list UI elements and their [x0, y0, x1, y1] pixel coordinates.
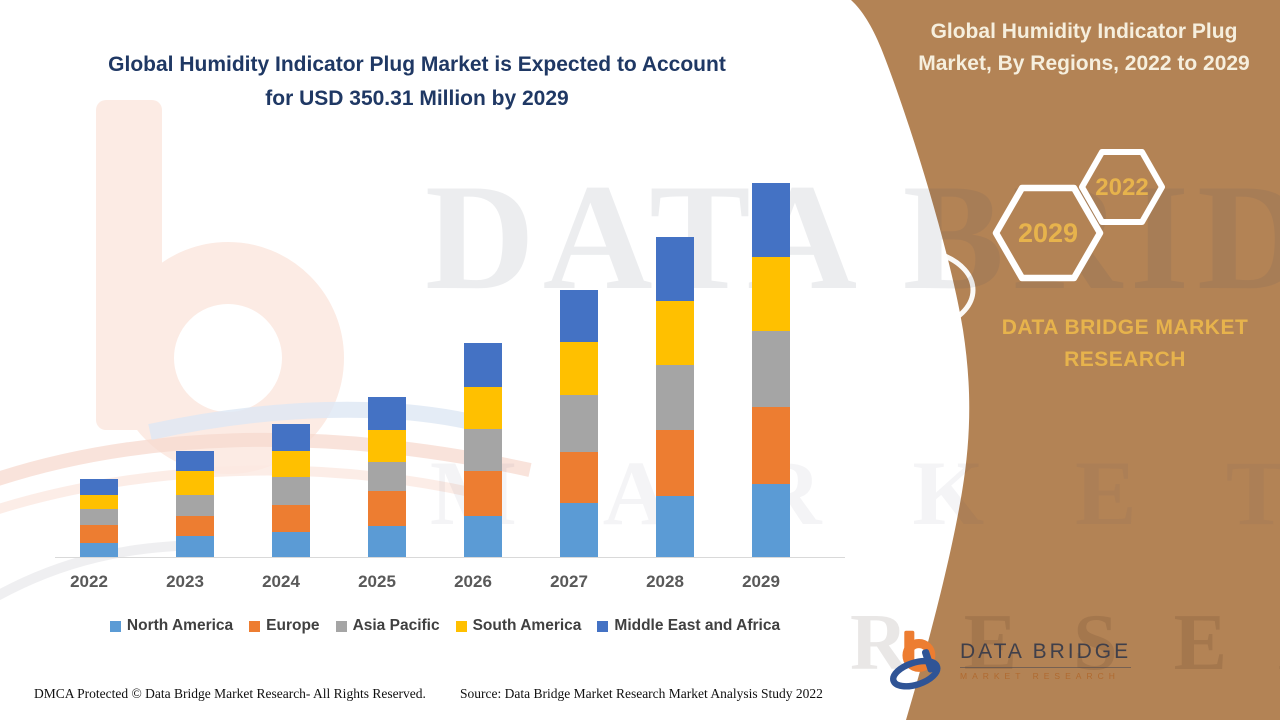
- bar-segment-2025-middle-east-and-africa: [368, 397, 406, 430]
- bar-segment-2028-middle-east-and-africa: [656, 237, 694, 301]
- bar-segment-2023-middle-east-and-africa: [176, 451, 214, 471]
- bar-segment-2029-europe: [752, 407, 790, 484]
- chart-title-line1: Global Humidity Indicator Plug Market is…: [108, 53, 726, 76]
- bar-segment-2029-south-america: [752, 257, 790, 331]
- bar-segment-2028-north-america: [656, 496, 694, 557]
- bar-segment-2025-europe: [368, 491, 406, 526]
- bar-segment-2022-middle-east-and-africa: [80, 479, 118, 495]
- stacked-bar-chart-plot-area: [55, 170, 845, 558]
- bar-2028: [656, 237, 694, 557]
- bar-segment-2028-asia-pacific: [656, 365, 694, 430]
- x-axis-line: [55, 557, 845, 558]
- bar-segment-2027-middle-east-and-africa: [560, 290, 598, 342]
- x-axis-label-2028: 2028: [646, 572, 684, 591]
- bar-2026: [464, 343, 502, 557]
- legend-swatch-asia-pacific: [335, 620, 347, 632]
- legend-label-south-america: South America: [472, 617, 582, 634]
- legend-swatch-middle-east-and-africa: [597, 620, 609, 632]
- x-axis-label-2026: 2026: [454, 572, 492, 591]
- bar-segment-2022-north-america: [80, 543, 118, 557]
- x-axis-label-2029: 2029: [742, 572, 780, 591]
- footer-dmca-text: DMCA Protected © Data Bridge Market Rese…: [34, 686, 426, 701]
- data-bridge-logo: DATA BRIDGE MARKET RESEARCH: [886, 628, 1132, 692]
- panel-edge-arc-decoration: [939, 251, 976, 329]
- bar-segment-2029-asia-pacific: [752, 331, 790, 407]
- bar-segment-2025-south-america: [368, 430, 406, 462]
- bar-2029: [752, 183, 790, 557]
- legend-item-north-america: North America: [109, 617, 234, 635]
- legend-swatch-north-america: [109, 620, 121, 632]
- bar-segment-2026-south-america: [464, 387, 502, 430]
- legend-swatch-south-america: [455, 620, 467, 632]
- hexagon-2022: 2022: [1079, 149, 1165, 225]
- logo-subtitle: MARKET RESEARCH: [960, 670, 1120, 681]
- bar-segment-2025-asia-pacific: [368, 462, 406, 491]
- legend-label-middle-east-and-africa: Middle East and Africa: [614, 617, 781, 634]
- bar-segment-2023-south-america: [176, 471, 214, 495]
- bar-segment-2027-north-america: [560, 503, 598, 557]
- bar-2025: [368, 397, 406, 557]
- chart-title: Global Humidity Indicator Plug Market is…: [65, 48, 769, 116]
- data-bridge-logo-icon: [890, 630, 941, 690]
- bar-segment-2024-south-america: [272, 450, 310, 477]
- legend-item-asia-pacific: Asia Pacific: [335, 617, 440, 635]
- logo-text-block: DATA BRIDGE MARKET RESEARCH: [960, 640, 1132, 681]
- bar-segment-2024-middle-east-and-africa: [272, 423, 310, 451]
- hexagon-2022-label: 2022: [1095, 174, 1148, 201]
- bar-segment-2022-asia-pacific: [80, 509, 118, 525]
- bar-segment-2027-south-america: [560, 342, 598, 395]
- x-axis-label-2024: 2024: [262, 572, 300, 591]
- bar-segment-2026-asia-pacific: [464, 429, 502, 472]
- legend-label-north-america: North America: [126, 617, 234, 634]
- bar-segment-2023-europe: [176, 516, 214, 536]
- bar-segment-2024-europe: [272, 505, 310, 532]
- legend-swatch-europe: [249, 620, 261, 632]
- bar-segment-2029-north-america: [752, 484, 790, 557]
- footer-source-text: Source: Data Bridge Market Research Mark…: [460, 686, 823, 701]
- bar-segment-2027-europe: [560, 452, 598, 503]
- x-axis-label-2023: 2023: [166, 572, 204, 591]
- bar-segment-2027-asia-pacific: [560, 395, 598, 452]
- bar-segment-2028-europe: [656, 430, 694, 496]
- bar-segment-2026-north-america: [464, 516, 502, 557]
- bar-2023: [176, 451, 214, 557]
- x-axis-label-2025: 2025: [358, 572, 396, 591]
- bar-segment-2022-south-america: [80, 495, 118, 509]
- bar-2024: [272, 423, 310, 557]
- x-axis-label-2022: 2022: [70, 572, 108, 591]
- legend-label-asia-pacific: Asia Pacific: [352, 617, 440, 634]
- bar-2022: [80, 479, 118, 557]
- legend-label-europe: Europe: [266, 617, 320, 634]
- bar-segment-2026-middle-east-and-africa: [464, 343, 502, 388]
- bar-segment-2022-europe: [80, 525, 118, 543]
- bar-segment-2029-middle-east-and-africa: [752, 183, 790, 257]
- brand-text-gold: DATA BRIDGE MARKET RESEARCH: [1001, 316, 1249, 371]
- side-panel-title: Global Humidity Indicator Plug Market, B…: [918, 20, 1250, 75]
- bar-segment-2024-asia-pacific: [272, 477, 310, 505]
- bar-segment-2026-europe: [464, 471, 502, 516]
- chart-title-line2: for USD 350.31 Million by 2029: [265, 87, 569, 111]
- chart-legend: North America Europe Asia Pacific South Ame…: [40, 617, 850, 635]
- bar-segment-2025-north-america: [368, 526, 406, 557]
- x-axis-labels: 2022 2023 2024 2025 2026 2027 2028 2029: [55, 572, 845, 598]
- bar-segment-2023-asia-pacific: [176, 495, 214, 516]
- bar-segment-2028-south-america: [656, 301, 694, 365]
- bar-segment-2024-north-america: [272, 532, 310, 557]
- legend-item-south-america: South America: [455, 617, 582, 635]
- x-axis-label-2027: 2027: [550, 572, 588, 591]
- bar-segment-2023-north-america: [176, 536, 214, 557]
- legend-item-middle-east-and-africa: Middle East and Africa: [597, 617, 780, 635]
- legend-item-europe: Europe: [249, 617, 320, 635]
- logo-name: DATA BRIDGE: [960, 640, 1132, 668]
- hexagon-2029: 2029: [992, 184, 1104, 282]
- bar-2027: [560, 290, 598, 557]
- hexagon-2029-label: 2029: [1018, 218, 1078, 248]
